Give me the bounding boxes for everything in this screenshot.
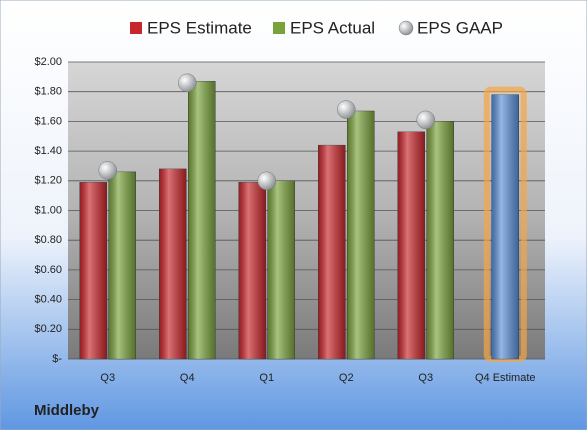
bar-shine <box>108 171 136 359</box>
x-tick-label: Q3 <box>100 372 115 384</box>
x-tick-label: Q1 <box>259 372 274 384</box>
y-tick-label: $0.40 <box>34 294 62 306</box>
bar-shine <box>188 81 216 360</box>
y-tick-label: $1.20 <box>34 175 62 187</box>
y-tick-label: $0.20 <box>34 323 62 335</box>
legend-marker <box>273 22 285 34</box>
footer: Middleby <box>34 402 100 419</box>
legend-marker <box>398 20 414 36</box>
bar-shine <box>267 180 295 359</box>
x-tick-label: Q3 <box>418 372 433 384</box>
legend-label: EPS Actual <box>290 18 375 37</box>
x-tick-label: Q4 <box>180 372 195 384</box>
y-tick-label: $1.80 <box>34 86 62 98</box>
y-tick-label: $0.60 <box>34 264 62 276</box>
legend-label: EPS Estimate <box>147 18 252 37</box>
gaap-marker <box>98 161 117 180</box>
y-tick-label: $0.80 <box>34 234 62 246</box>
bar-shine <box>238 182 266 359</box>
legend-marker <box>130 22 142 34</box>
gaap-marker <box>257 171 276 191</box>
gaap-marker <box>416 110 435 130</box>
bar-shine <box>159 168 187 359</box>
x-tick-label: Q4 Estimate <box>475 372 536 384</box>
legend-label: EPS GAAP <box>417 18 503 37</box>
bar-shine <box>491 94 519 360</box>
bar-shine <box>318 145 346 359</box>
gaap-marker <box>337 100 356 119</box>
bar-shine <box>347 111 375 359</box>
y-tick-label: $2.00 <box>34 56 62 68</box>
y-tick-label: $1.40 <box>34 145 62 157</box>
y-tick-label: $1.00 <box>34 204 62 216</box>
bar-shine <box>79 182 107 359</box>
gaap-marker <box>178 73 197 93</box>
y-tick-label: $1.60 <box>34 115 62 127</box>
bar-shine <box>397 131 425 359</box>
x-tick-label: Q2 <box>339 372 354 384</box>
bar-shine <box>426 121 454 360</box>
y-tick-label: $- <box>52 353 62 365</box>
